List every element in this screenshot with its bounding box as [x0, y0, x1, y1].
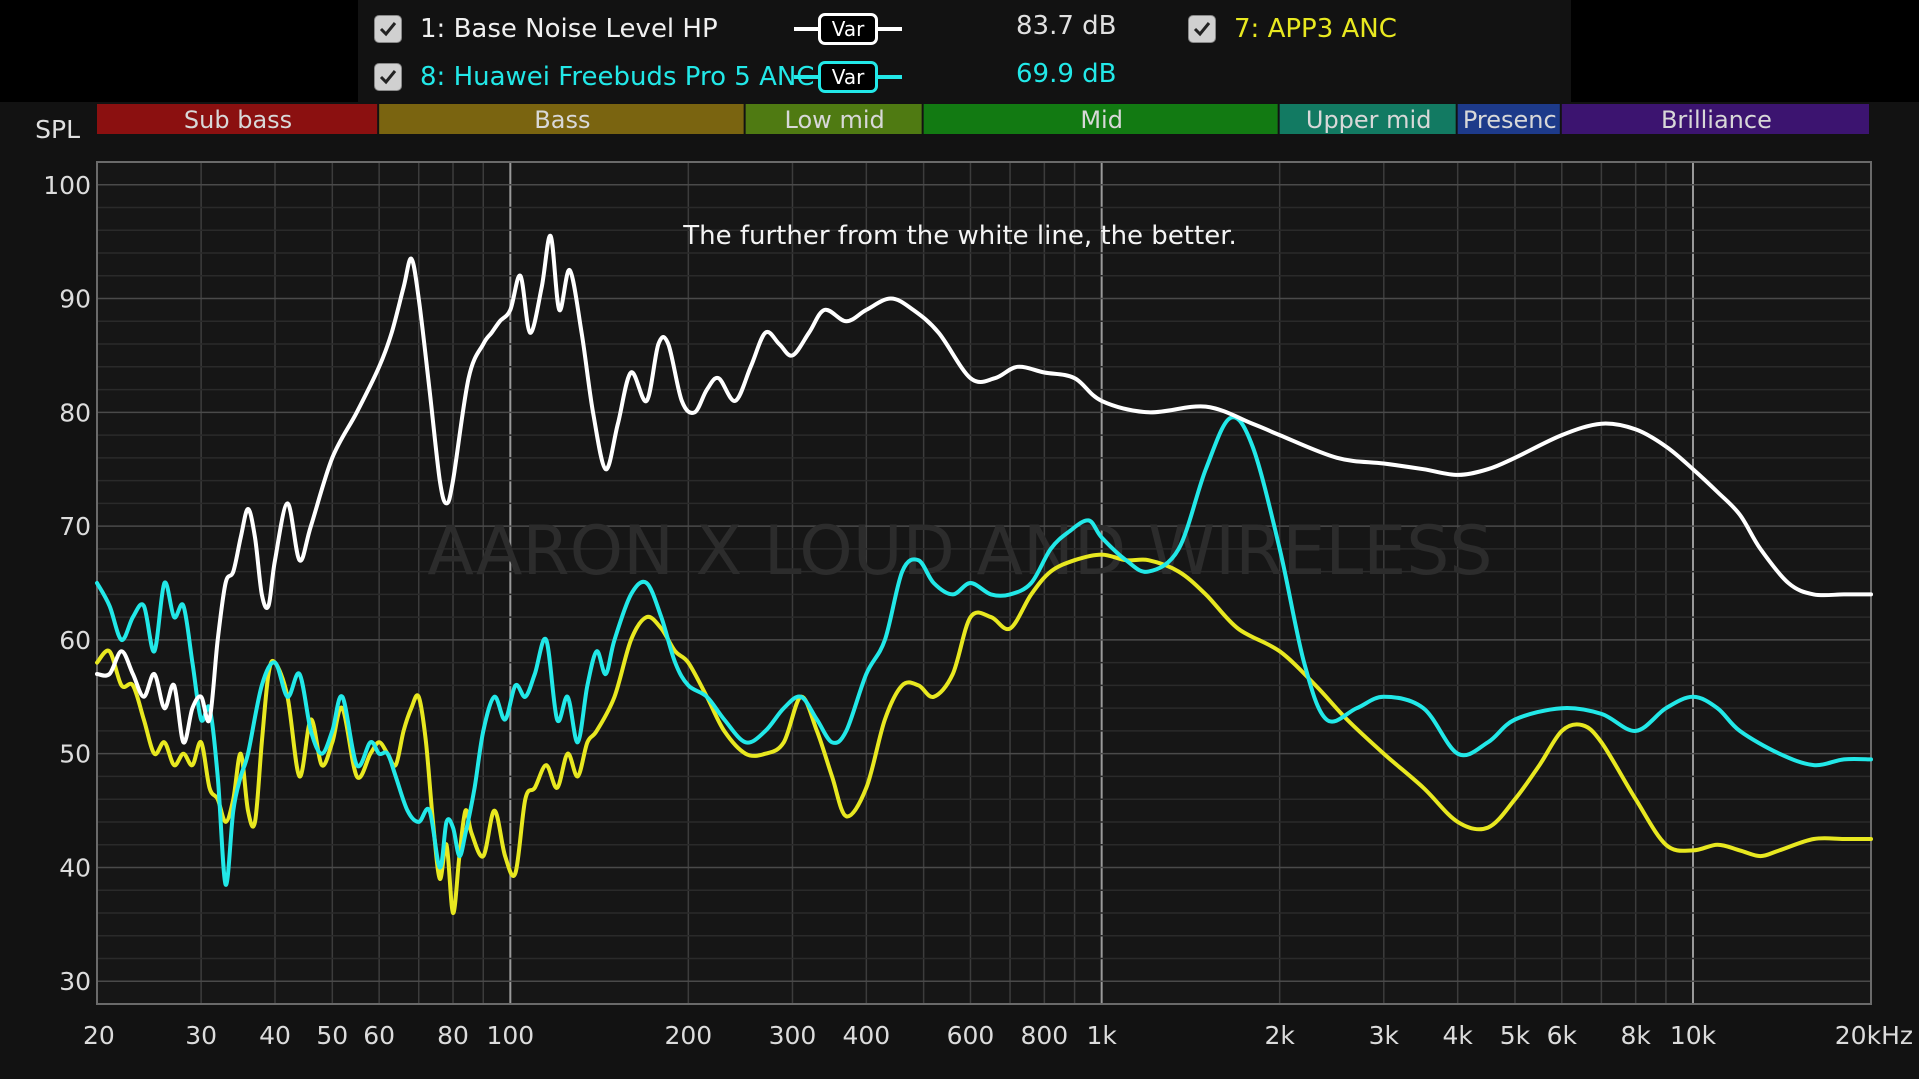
band-brilliance	[1561, 104, 1869, 134]
legend-value: 69.9 dB	[1016, 59, 1117, 89]
var-control-base-noise[interactable]: Var	[794, 13, 902, 45]
var-button[interactable]: Var	[818, 61, 878, 93]
x-tick-label: 5k	[1500, 1021, 1531, 1050]
watermark: AARON X LOUD AND WIRELESS	[427, 512, 1492, 591]
x-tick-label: 20kHz	[1835, 1021, 1913, 1050]
band-upper-mid	[1279, 104, 1456, 134]
legend-checkbox[interactable]	[374, 63, 402, 91]
x-tick-label: 4k	[1442, 1021, 1473, 1050]
x-tick-label: 60	[363, 1021, 395, 1050]
line-swatch	[794, 27, 818, 31]
x-tick-label: 30	[185, 1021, 217, 1050]
x-tick-label: 300	[769, 1021, 817, 1050]
legend-label: 8: Huawei Freebuds Pro 5 ANC	[420, 62, 815, 92]
legend-value: 83.7 dB	[1016, 11, 1117, 41]
band-label: Bass	[534, 106, 590, 134]
x-tick-label: 20	[83, 1021, 115, 1050]
checkmark-icon	[379, 70, 397, 85]
legend-item-base-noise[interactable]: 1: Base Noise Level HP	[374, 9, 718, 49]
legend-label: 7: APP3 ANC	[1234, 14, 1397, 44]
line-swatch	[878, 75, 902, 79]
x-tick-label: 800	[1020, 1021, 1068, 1050]
band-low-mid	[745, 104, 922, 134]
frequency-response-chart: Sub bass Bass Low mid Mid Upper mid Presenc Br…	[0, 102, 1919, 1079]
x-tick-label: 2k	[1264, 1021, 1295, 1050]
x-tick-label: 400	[842, 1021, 890, 1050]
legend-checkbox[interactable]	[374, 15, 402, 43]
x-tick-label: 40	[259, 1021, 291, 1050]
y-tick-label: 70	[59, 512, 91, 541]
legend-label: 1: Base Noise Level HP	[420, 14, 718, 44]
legend-checkbox[interactable]	[1188, 15, 1216, 43]
y-tick-label: 30	[59, 967, 91, 996]
band-mid	[923, 104, 1278, 134]
chart-annotation: The further from the white line, the bet…	[682, 221, 1237, 251]
y-axis-ticks: 100 90 80 70 60 50 40 30	[43, 171, 91, 996]
series-line-0	[95, 233, 1873, 745]
band-label: Mid	[1080, 106, 1123, 134]
series-line-1	[95, 415, 1873, 887]
y-tick-label: 100	[43, 171, 91, 200]
x-tick-label: 200	[664, 1021, 712, 1050]
band-bass	[379, 104, 744, 134]
line-swatch	[794, 75, 818, 79]
x-tick-label: 1k	[1086, 1021, 1117, 1050]
x-tick-label: 80	[437, 1021, 469, 1050]
band-sub-bass	[97, 104, 378, 134]
y-tick-label: 60	[59, 626, 91, 655]
band-label: Sub bass	[184, 106, 292, 134]
x-tick-label: 100	[486, 1021, 534, 1050]
var-button[interactable]: Var	[818, 13, 878, 45]
series-lines	[95, 233, 1873, 916]
band-presenc	[1457, 104, 1560, 134]
x-tick-label: 3k	[1369, 1021, 1400, 1050]
line-swatch	[878, 27, 902, 31]
y-tick-label: 50	[59, 740, 91, 769]
checkmark-icon	[379, 22, 397, 37]
band-label: Presenc	[1463, 106, 1557, 134]
x-tick-label: 8k	[1620, 1021, 1651, 1050]
x-tick-label: 10k	[1670, 1021, 1717, 1050]
x-axis-ticks: 20 30 40 50 60 80 100 200 300 400 600 800 1k 2k 3k 4k 5k…	[83, 1021, 1913, 1050]
x-tick-label: 6k	[1547, 1021, 1578, 1050]
grid	[96, 161, 1872, 1005]
x-tick-label: 50	[316, 1021, 348, 1050]
y-axis-label: SPL	[35, 115, 80, 144]
x-tick-label: 600	[947, 1021, 995, 1050]
plot-area	[97, 162, 1871, 1004]
y-tick-label: 90	[59, 285, 91, 314]
y-tick-label: 40	[59, 853, 91, 882]
band-label: Low mid	[785, 106, 885, 134]
band-label: Upper mid	[1306, 106, 1432, 134]
legend-item-huawei[interactable]: 8: Huawei Freebuds Pro 5 ANC	[374, 57, 814, 97]
y-tick-label: 80	[59, 398, 91, 427]
band-label: Brilliance	[1661, 106, 1772, 134]
var-control-huawei[interactable]: Var	[794, 61, 902, 93]
legend-item-app3[interactable]: 7: APP3 ANC	[1188, 9, 1397, 49]
legend-panel: 1: Base Noise Level HP Var 83.7 dB 7: AP…	[358, 0, 1571, 102]
checkmark-icon	[1193, 22, 1211, 37]
series-line-2	[95, 552, 1873, 916]
frequency-bands: Sub bass Bass Low mid Mid Upper mid Presenc Br…	[97, 104, 1869, 134]
